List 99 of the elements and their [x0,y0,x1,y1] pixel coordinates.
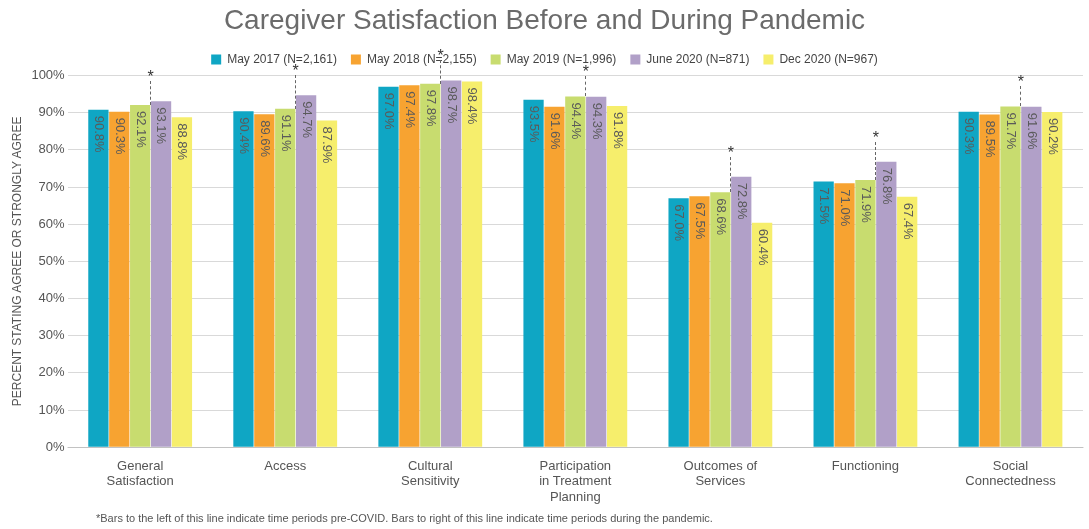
annotation: * [727,143,734,161]
x-tick-label: Social Connectedness [965,457,1057,489]
bar [544,106,565,447]
x-tick-label: Cultural Sensitivity [401,457,461,489]
y-tick-label: 10% [38,401,66,417]
bar [979,114,1000,447]
data-label: 90.4% [236,117,252,155]
bar [441,80,462,447]
data-label: 67.4% [900,202,916,241]
y-tick-label: 80% [38,141,66,157]
data-label: 67.5% [692,202,708,240]
data-label: 91.1% [278,114,294,152]
bar [254,114,275,447]
bar [275,108,296,447]
bar [523,99,544,447]
bar [461,81,483,447]
bar [752,222,773,447]
data-label: 68.6% [713,198,729,236]
data-label: 97.4% [402,91,418,129]
legend-label: Dec 2020 (N=967) [779,51,878,66]
y-tick-label: 70% [38,178,66,194]
bar [150,101,172,447]
annotation: * [147,68,154,86]
data-label: 97.0% [381,92,397,131]
y-tick-label: 50% [38,252,66,268]
bar [731,176,752,447]
bar [876,161,897,447]
data-label: 67.0% [672,204,688,242]
data-label: 91.7% [1003,112,1019,150]
y-tick-label: 20% [38,364,66,380]
bar [233,111,254,447]
data-label: 90.3% [962,117,978,155]
y-tick-label: 60% [38,215,66,231]
data-label: 94.3% [589,102,605,141]
data-label: 94.4% [568,102,584,140]
chart-title: Caregiver Satisfaction Before and During Pandemic [223,3,866,35]
bar [813,181,834,447]
data-label: 90.2% [1045,118,1061,156]
data-label: 97.8% [423,89,439,128]
bar [378,86,399,447]
x-tick-label: Functioning [831,457,900,473]
bar [689,196,710,447]
bar [88,109,109,447]
bar [295,95,317,447]
bar [606,106,628,447]
bar [586,96,607,447]
text: *Bars to the left of this line indicate time periods pre-COVID. Bars to right of this line indicate time periods during the pandemic. [96,512,713,524]
bar [420,83,441,447]
data-label: 88.8% [175,123,191,161]
y-tick-label: 90% [38,104,66,120]
data-label: 91.6% [1024,112,1040,151]
y-tick-label: 30% [38,327,66,343]
bar [316,120,338,447]
data-label: 98.4% [465,87,481,125]
data-label: 91.8% [610,112,626,150]
bar [668,198,689,447]
legend-label: May 2019 (N=1,996) [506,51,617,66]
annotation: * [582,63,589,81]
legend-label: June 2020 (N=871) [646,51,750,66]
bar [855,180,876,447]
data-label: 98.7% [444,86,460,124]
bar [1021,106,1042,447]
data-label: 93.1% [154,107,170,145]
x-tick-label: Participation in Treatment Planning [539,457,612,504]
data-label: 90.3% [112,117,128,155]
annotation: * [872,128,879,146]
y-tick-label: 0% [45,438,66,454]
bar [171,117,193,447]
y-axis-title: PERCENT STATING AGREE OR STRONGLY AGREE [9,116,24,407]
data-label: 92.1% [133,110,149,149]
bar [834,183,855,447]
annotation: * [1017,73,1025,91]
data-label: 71.0% [837,189,853,227]
y-tick-label: 100% [31,67,66,83]
data-label: 71.5% [817,187,833,225]
data-label: 76.8% [879,167,895,206]
data-label: 91.6% [547,112,563,151]
bar [399,85,420,447]
data-label: 89.6% [257,120,273,158]
bar [1042,112,1063,447]
data-label: 93.5% [526,105,542,144]
bar [109,111,130,447]
bar [1000,106,1021,447]
bar [565,96,586,447]
bar [897,196,918,447]
bar [130,104,151,447]
y-tick-label: 40% [38,290,66,306]
data-label: 87.9% [320,126,336,164]
data-label: 60.4% [755,228,771,267]
x-tick-label: Outcomes of Services [683,457,758,489]
data-label: 94.7% [299,101,315,139]
data-label: 90.8% [91,115,107,154]
data-label: 89.5% [983,120,999,158]
x-tick-label: General Satisfaction [106,457,174,489]
data-label: 72.8% [734,182,750,220]
x-tick-label: Access [264,457,307,473]
data-label: 71.9% [858,186,874,224]
bar [710,192,731,447]
bar [958,111,979,447]
